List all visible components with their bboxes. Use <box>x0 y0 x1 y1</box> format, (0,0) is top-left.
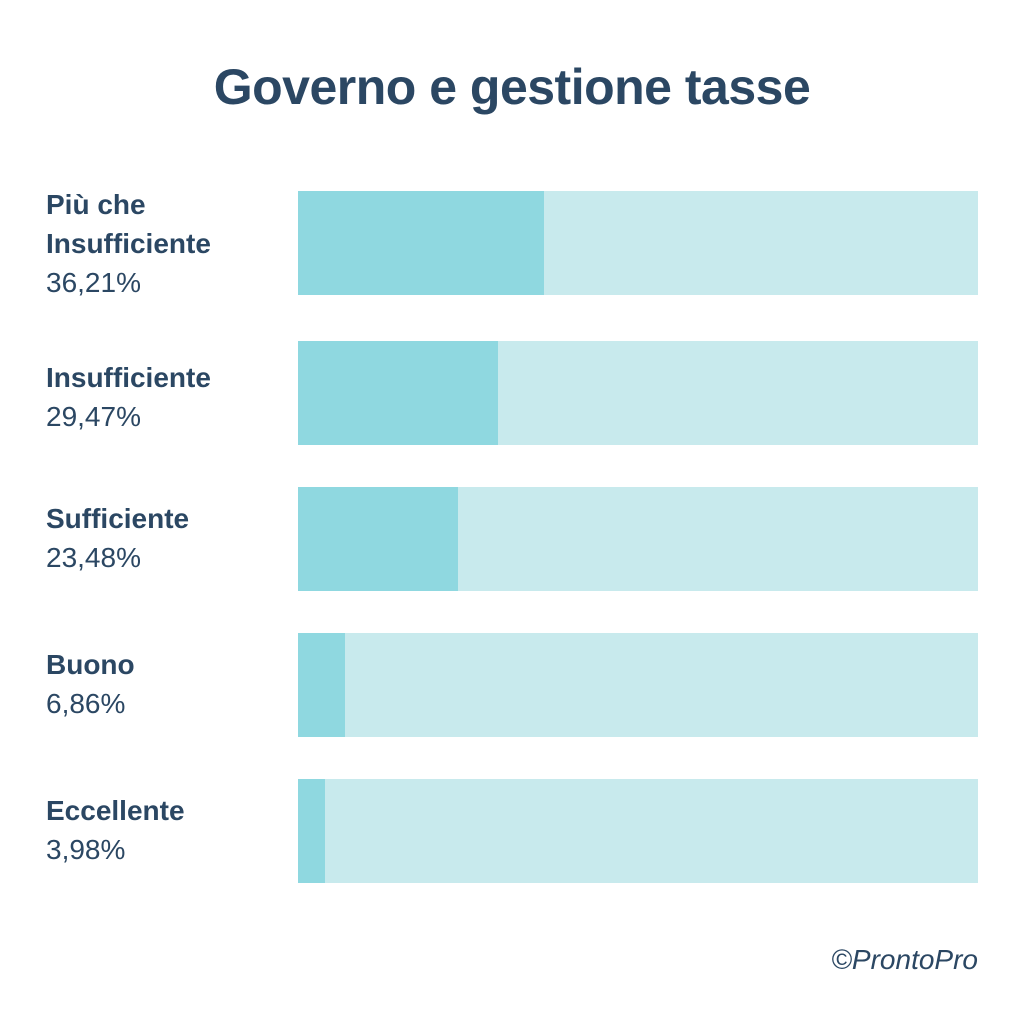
row-label-buono: Buono 6,86% <box>46 645 286 723</box>
bar-sufficiente <box>298 487 458 591</box>
copyright-text: ©ProntoPro <box>831 944 978 975</box>
bar-track-eccellente <box>298 779 978 883</box>
bar-buono <box>298 633 345 737</box>
row-label-sufficiente: Sufficiente 23,48% <box>46 499 286 577</box>
value-label: 29,47% <box>46 401 141 432</box>
category-label: Insufficiente <box>46 362 211 393</box>
category-label: Più che Insufficiente <box>46 189 211 259</box>
row-label-eccellente: Eccellente 3,98% <box>46 791 286 869</box>
bar-eccellente <box>298 779 326 883</box>
row-label-piu-che-insufficiente: Più che Insufficiente 36,21% <box>46 185 286 302</box>
bar-insufficiente <box>298 341 499 445</box>
bar-piu-che-insufficiente <box>298 191 545 295</box>
value-label: 3,98% <box>46 834 126 865</box>
bar-track-piu-che-insufficiente <box>298 191 978 295</box>
bar-track-sufficiente <box>298 487 978 591</box>
value-label: 6,86% <box>46 688 126 719</box>
value-label: 36,21% <box>46 267 141 298</box>
category-label: Sufficiente <box>46 503 190 534</box>
bar-track-buono <box>298 633 978 737</box>
bar-track-insufficiente <box>298 341 978 445</box>
category-label: Eccellente <box>46 795 185 826</box>
chart-title: Governo e gestione tasse <box>213 59 811 115</box>
value-label: 23,48% <box>46 542 141 573</box>
category-label: Buono <box>46 649 135 680</box>
row-label-insufficiente: Insufficiente 29,47% <box>46 358 286 436</box>
